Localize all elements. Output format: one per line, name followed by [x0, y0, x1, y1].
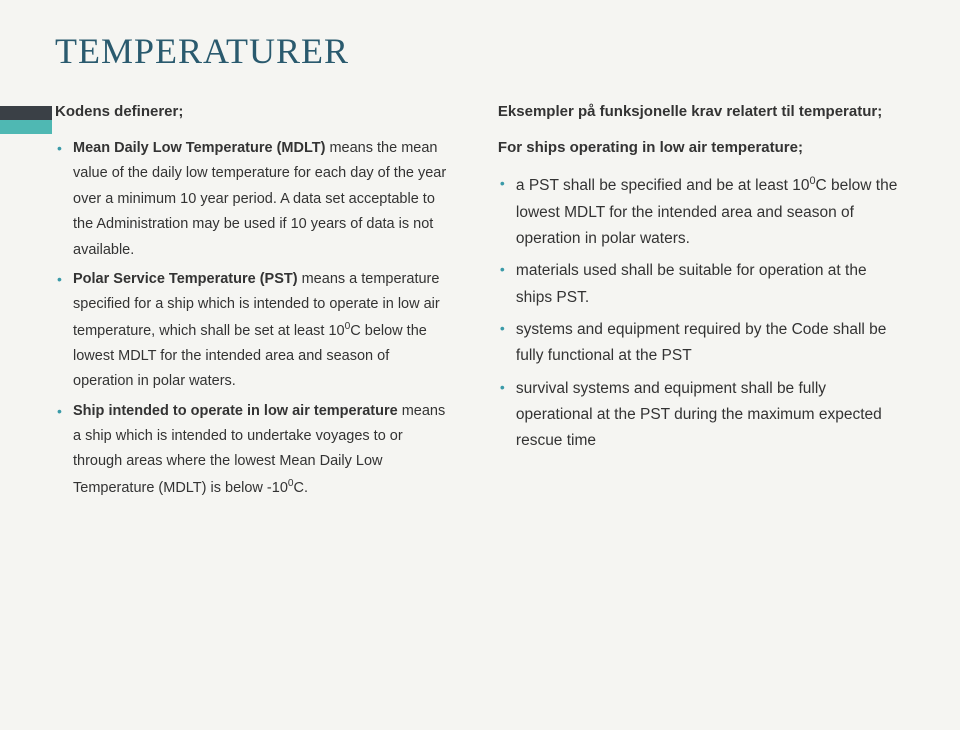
right-list: a PST shall be specified and be at least… — [498, 172, 905, 455]
left-list: Mean Daily Low Temperature (MDLT) means … — [55, 136, 448, 501]
list-item: materials used shall be suitable for ope… — [498, 258, 905, 311]
right-column: Eksempler på funksjonelle krav relatert … — [498, 100, 905, 505]
item-text: a PST shall be specified and be at least… — [516, 177, 810, 194]
term-text: C. — [294, 480, 309, 496]
accent-block — [0, 106, 52, 134]
right-heading-1: Eksempler på funksjonelle krav relatert … — [498, 100, 905, 124]
item-text: survival systems and equipment shall be … — [516, 380, 882, 450]
accent-top-bar — [0, 106, 52, 120]
list-item: Polar Service Temperature (PST) means a … — [55, 267, 448, 395]
term-bold: Mean Daily Low Temperature (MDLT) — [73, 140, 325, 156]
list-item: Ship intended to operate in low air temp… — [55, 399, 448, 501]
list-item: systems and equipment required by the Co… — [498, 317, 905, 370]
list-item: survival systems and equipment shall be … — [498, 376, 905, 455]
accent-bottom-bar — [0, 120, 52, 134]
list-item: a PST shall be specified and be at least… — [498, 172, 905, 252]
list-item: Mean Daily Low Temperature (MDLT) means … — [55, 136, 448, 263]
left-heading: Kodens definerer; — [55, 100, 448, 124]
term-bold: Polar Service Temperature (PST) — [73, 271, 298, 287]
term-bold: Ship intended to operate in low air temp… — [73, 403, 398, 419]
page-title: TEMPERATURER — [55, 30, 905, 72]
right-heading-2: For ships operating in low air temperatu… — [498, 136, 905, 160]
left-column: Kodens definerer; Mean Daily Low Tempera… — [55, 100, 448, 505]
item-text: systems and equipment required by the Co… — [516, 321, 887, 364]
content-columns: Kodens definerer; Mean Daily Low Tempera… — [55, 100, 905, 505]
term-text: means the mean value of the daily low te… — [73, 140, 446, 258]
item-text: materials used shall be suitable for ope… — [516, 262, 867, 305]
